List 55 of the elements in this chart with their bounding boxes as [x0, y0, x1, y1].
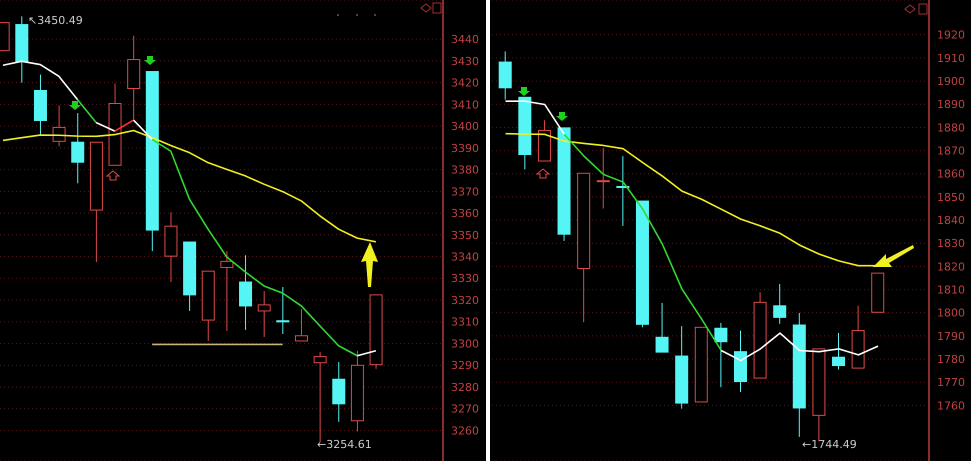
y-tick-label: 1880 — [937, 121, 965, 134]
candlestick — [258, 290, 271, 338]
line-series — [151, 138, 358, 357]
y-tick-label: 1890 — [937, 98, 965, 112]
candlestick — [773, 284, 786, 324]
y-tick-label: 3420 — [451, 76, 479, 90]
annotation: ←3254.61 — [317, 438, 372, 451]
candlestick — [832, 332, 846, 370]
candlestick — [52, 104, 66, 147]
y-tick-label: 3410 — [451, 98, 479, 112]
y-tick-label: 1800 — [937, 306, 965, 320]
candlestick — [220, 250, 234, 332]
y-tick-label: 3280 — [451, 380, 479, 394]
candlestick — [656, 302, 669, 353]
y-tick-label: 3360 — [451, 207, 479, 220]
y-tick-label: 3330 — [451, 272, 479, 286]
y-tick-label: 3390 — [451, 142, 479, 155]
y-tick-label: 3270 — [451, 402, 479, 416]
y-tick-label: 1760 — [937, 399, 965, 412]
candlestick — [714, 322, 728, 388]
y-tick-label: 1850 — [937, 190, 965, 204]
y-tick-label: 1790 — [937, 330, 965, 343]
candlestick — [239, 254, 252, 330]
candlestick — [71, 112, 84, 184]
y-tick-label: 3340 — [451, 250, 479, 264]
y-tick-label: 1770 — [937, 376, 965, 390]
line-series — [564, 134, 722, 352]
y-tick-label: 3310 — [451, 316, 479, 329]
annotation: ↖3450.49 — [28, 14, 83, 27]
candlestick — [276, 286, 290, 335]
y-tick-label: 1780 — [937, 352, 965, 366]
line-series — [720, 332, 879, 362]
y-tick-label: 1830 — [937, 237, 965, 250]
y-tick-label: 3350 — [451, 228, 479, 242]
y-tick-label: 3400 — [451, 120, 479, 134]
line-series — [2, 60, 78, 100]
candlestick — [294, 308, 308, 342]
y-tick-label: 3370 — [451, 185, 479, 198]
y-tick-label: 3290 — [451, 359, 479, 372]
y-tick-label: 3440 — [451, 33, 479, 46]
y-tick-label: 1840 — [937, 214, 965, 227]
candlestick — [596, 147, 610, 209]
y-tick-label: 1900 — [937, 74, 965, 88]
y-tick-label: 1920 — [937, 28, 965, 42]
y-tick-label: 1910 — [937, 52, 965, 65]
y-tick-label: 1820 — [937, 260, 965, 274]
y-tick-label: 3260 — [451, 424, 479, 438]
y-tick-label: 3300 — [451, 337, 479, 350]
y-tick-label: 1810 — [937, 283, 965, 296]
annotation: ←1744.49 — [802, 438, 857, 451]
y-tick-label: 3320 — [451, 294, 479, 307]
y-tick-label: 1860 — [937, 168, 965, 181]
y-tick-label: 3380 — [451, 164, 479, 177]
y-tick-label: 1870 — [937, 144, 965, 158]
y-tick-label: 3430 — [451, 54, 479, 68]
